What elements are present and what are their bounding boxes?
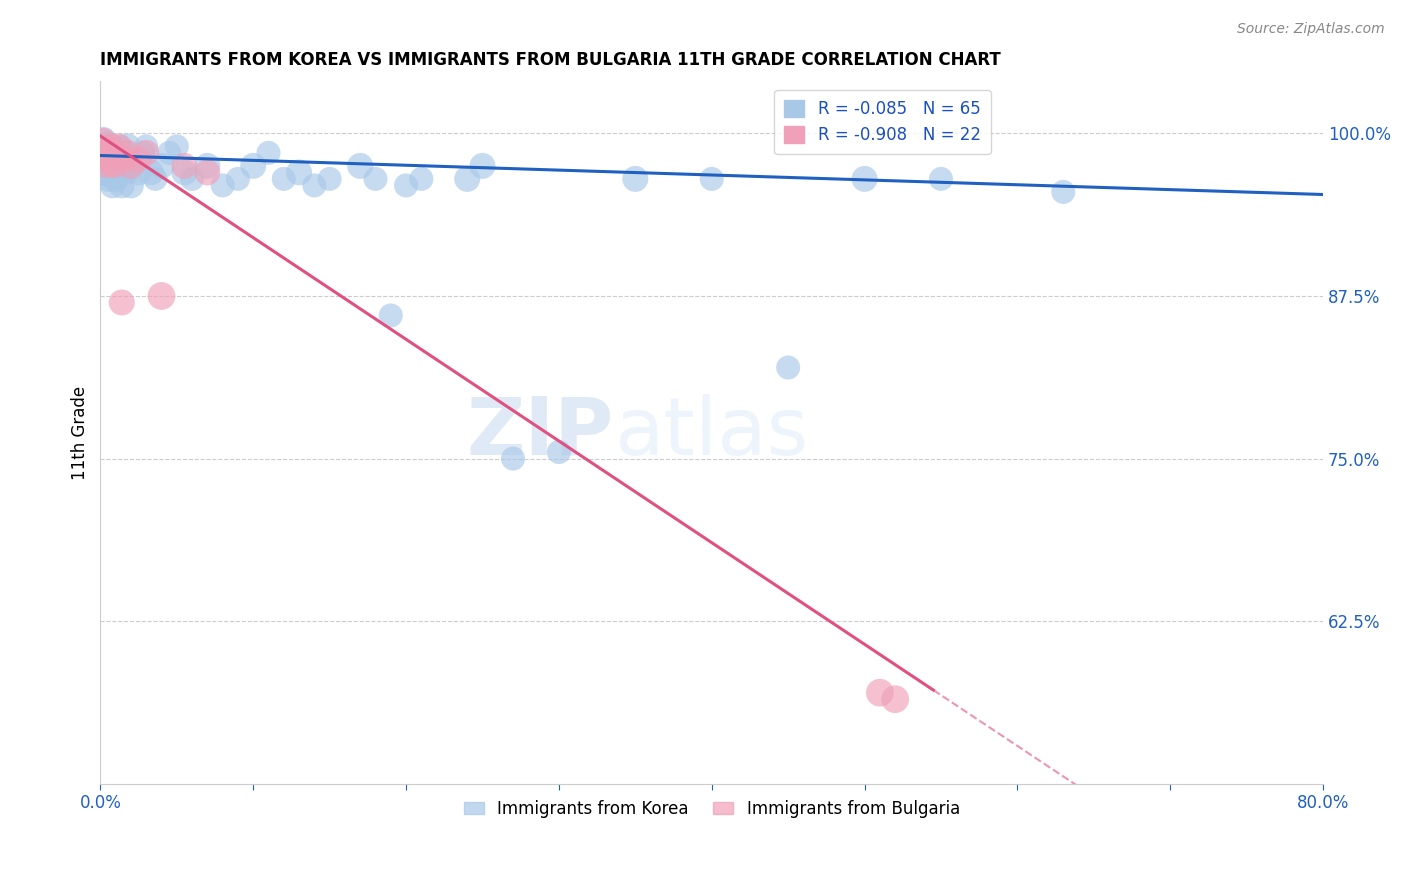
Point bbox=[132, 145, 155, 160]
Point bbox=[318, 172, 340, 186]
Point bbox=[114, 153, 136, 167]
Point bbox=[96, 153, 118, 167]
Text: ZIP: ZIP bbox=[467, 393, 614, 472]
Point bbox=[112, 159, 135, 173]
Text: IMMIGRANTS FROM KOREA VS IMMIGRANTS FROM BULGARIA 11TH GRADE CORRELATION CHART: IMMIGRANTS FROM KOREA VS IMMIGRANTS FROM… bbox=[100, 51, 1001, 69]
Point bbox=[98, 145, 121, 160]
Point bbox=[110, 139, 132, 153]
Point bbox=[93, 133, 115, 147]
Point bbox=[115, 165, 138, 179]
Point bbox=[101, 139, 124, 153]
Point bbox=[111, 178, 134, 193]
Point bbox=[411, 172, 433, 186]
Point bbox=[96, 159, 118, 173]
Point bbox=[128, 153, 150, 167]
Point bbox=[173, 159, 195, 173]
Point bbox=[93, 159, 115, 173]
Point bbox=[700, 172, 723, 186]
Point bbox=[101, 178, 124, 193]
Point bbox=[114, 145, 136, 160]
Point bbox=[242, 159, 264, 173]
Point bbox=[195, 165, 218, 179]
Point bbox=[548, 445, 571, 459]
Point bbox=[117, 145, 139, 160]
Point bbox=[103, 139, 125, 153]
Point bbox=[349, 159, 371, 173]
Legend: Immigrants from Korea, Immigrants from Bulgaria: Immigrants from Korea, Immigrants from B… bbox=[457, 793, 966, 824]
Point bbox=[624, 172, 647, 186]
Point bbox=[104, 172, 127, 186]
Point bbox=[98, 153, 121, 167]
Point bbox=[94, 165, 117, 179]
Point bbox=[96, 145, 118, 160]
Point bbox=[122, 159, 145, 173]
Point bbox=[101, 153, 124, 167]
Point bbox=[395, 178, 418, 193]
Point bbox=[364, 172, 387, 186]
Point bbox=[103, 165, 125, 179]
Point bbox=[120, 178, 142, 193]
Point bbox=[135, 139, 157, 153]
Point bbox=[181, 172, 204, 186]
Point bbox=[456, 172, 478, 186]
Point bbox=[288, 165, 311, 179]
Point bbox=[273, 172, 295, 186]
Y-axis label: 11th Grade: 11th Grade bbox=[72, 385, 89, 480]
Text: atlas: atlas bbox=[614, 393, 808, 472]
Point bbox=[100, 159, 122, 173]
Point bbox=[94, 139, 117, 153]
Point bbox=[139, 165, 162, 179]
Point bbox=[471, 159, 494, 173]
Point bbox=[107, 139, 129, 153]
Point bbox=[103, 145, 125, 160]
Point bbox=[90, 153, 112, 167]
Point bbox=[884, 692, 907, 706]
Point bbox=[1052, 185, 1074, 199]
Point bbox=[211, 178, 233, 193]
Point bbox=[117, 139, 139, 153]
Point bbox=[97, 139, 120, 153]
Point bbox=[128, 165, 150, 179]
Point bbox=[778, 360, 800, 375]
Point bbox=[97, 172, 120, 186]
Point bbox=[104, 153, 127, 167]
Point bbox=[135, 145, 157, 160]
Point bbox=[100, 159, 122, 173]
Point bbox=[107, 159, 129, 173]
Point bbox=[304, 178, 326, 193]
Point bbox=[157, 145, 180, 160]
Point bbox=[929, 172, 952, 186]
Point bbox=[90, 139, 112, 153]
Point bbox=[93, 133, 115, 147]
Point bbox=[90, 145, 112, 160]
Point bbox=[150, 289, 173, 303]
Point bbox=[100, 139, 122, 153]
Point bbox=[111, 295, 134, 310]
Point bbox=[105, 145, 128, 160]
Point bbox=[94, 159, 117, 173]
Point bbox=[97, 139, 120, 153]
Point bbox=[226, 172, 249, 186]
Point bbox=[150, 159, 173, 173]
Point bbox=[257, 145, 280, 160]
Point bbox=[104, 159, 127, 173]
Point bbox=[195, 159, 218, 173]
Point bbox=[853, 172, 876, 186]
Point bbox=[145, 172, 167, 186]
Point bbox=[173, 165, 195, 179]
Point bbox=[166, 139, 188, 153]
Text: Source: ZipAtlas.com: Source: ZipAtlas.com bbox=[1237, 22, 1385, 37]
Point bbox=[502, 451, 524, 466]
Point bbox=[380, 309, 402, 323]
Point bbox=[118, 159, 141, 173]
Point bbox=[869, 686, 891, 700]
Point bbox=[120, 159, 142, 173]
Point bbox=[98, 165, 121, 179]
